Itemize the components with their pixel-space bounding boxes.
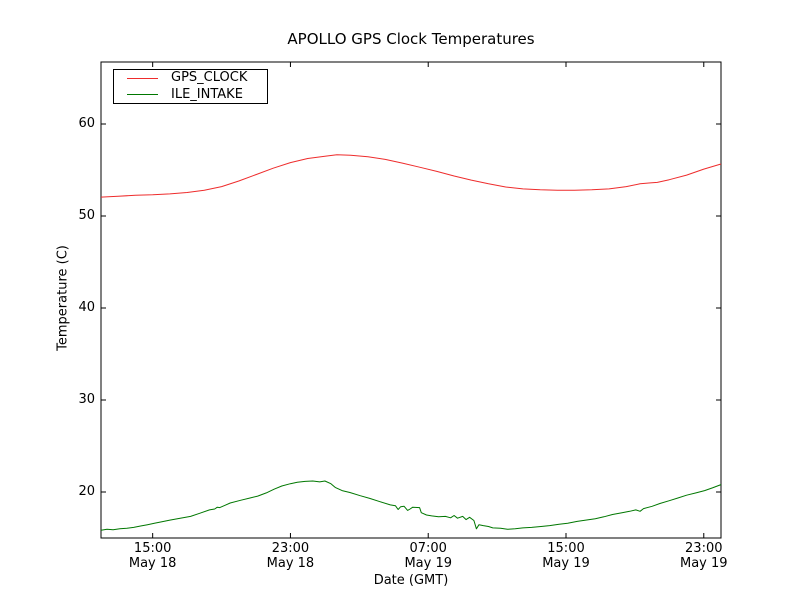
y-tick-label: 20 <box>78 484 95 499</box>
y-tick-label: 60 <box>78 116 95 131</box>
legend-entry-ile-intake: ILE_INTAKE <box>114 87 267 103</box>
x-tick-date: May 19 <box>679 556 728 571</box>
x-tick-time: 23:00 <box>271 541 310 556</box>
y-tick-label: 40 <box>78 300 95 315</box>
x-tick-time: 15:00 <box>547 541 585 556</box>
x-tick-date: May 19 <box>542 556 590 571</box>
x-tick-label: 23:00 May 18 <box>245 541 335 571</box>
y-axis-label: Temperature (C) <box>55 245 71 351</box>
x-tick-date: May 19 <box>404 556 452 571</box>
x-tick-time: 07:00 <box>409 541 447 556</box>
y-tick-label: 50 <box>78 208 95 223</box>
x-tick-label: 15:00 May 19 <box>521 541 611 571</box>
legend-entry-gps-clock: GPS_CLOCK <box>114 70 267 86</box>
legend: GPS_CLOCK ILE_INTAKE <box>113 69 268 104</box>
x-tick-time: 23:00 <box>685 541 723 556</box>
axes-frame <box>100 61 722 539</box>
series-line-gps_clock <box>100 154 722 198</box>
x-tick-label: 23:00 May 19 <box>659 541 749 571</box>
legend-label: GPS_CLOCK <box>171 70 248 86</box>
legend-line-sample-green <box>127 94 158 96</box>
x-axis-label: Date (GMT) <box>373 573 449 588</box>
chart-title: APOLLO GPS Clock Temperatures <box>287 30 535 48</box>
legend-line-sample-red <box>127 77 158 79</box>
series-line-ile_intake <box>100 480 722 531</box>
y-tick-label: 30 <box>78 392 95 407</box>
x-tick-time: 15:00 <box>133 541 172 556</box>
x-tick-date: May 18 <box>128 556 177 571</box>
x-tick-label: 07:00 May 19 <box>383 541 473 571</box>
x-tick-label: 15:00 May 18 <box>108 541 198 571</box>
legend-label: ILE_INTAKE <box>171 86 243 102</box>
x-tick-date: May 18 <box>266 556 315 571</box>
tick-marks <box>101 62 721 538</box>
